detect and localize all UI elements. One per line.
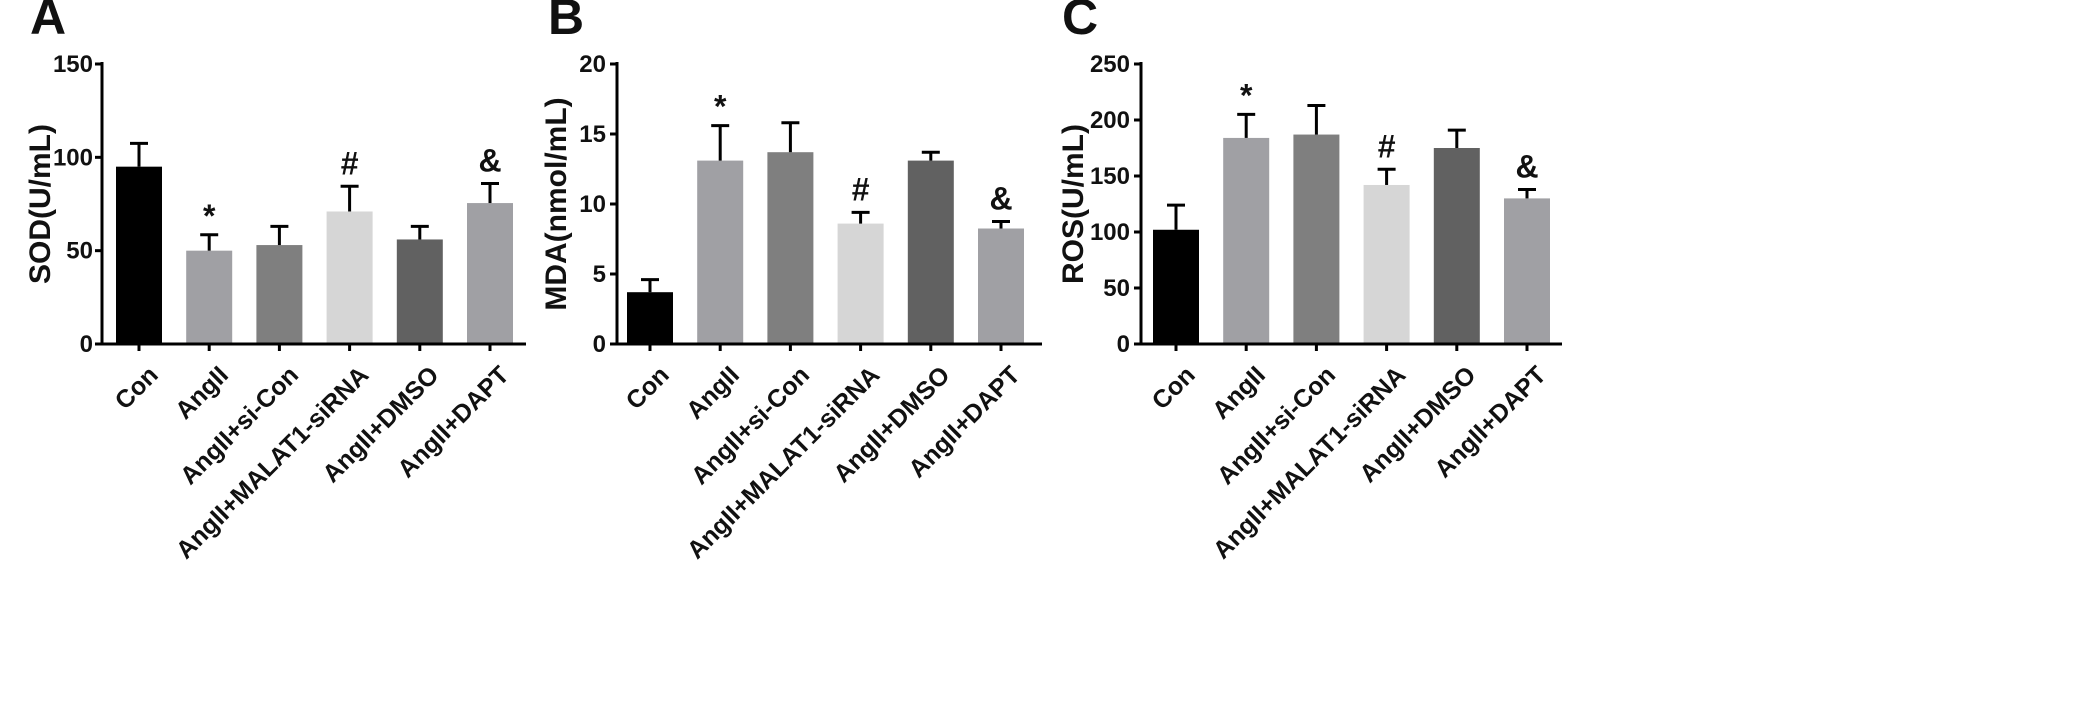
y-tick-label: 10 xyxy=(579,191,606,218)
bar-4 xyxy=(1363,184,1410,344)
chart-panel-a: ASOD(U/mL)Con*AngIIAngII+si-Con#AngII+MA… xyxy=(24,0,526,564)
bar-1 xyxy=(1153,229,1199,344)
bar-5 xyxy=(396,239,443,344)
significance-mark: * xyxy=(203,198,216,234)
x-tick-label: Con xyxy=(1147,361,1201,415)
significance-mark: # xyxy=(341,145,359,181)
panel-letter: A xyxy=(30,0,66,45)
bar-2 xyxy=(1223,137,1270,344)
x-tick-label: AngII xyxy=(681,361,745,425)
y-tick-label: 0 xyxy=(1117,331,1130,358)
x-tick-label: AngII xyxy=(1207,361,1271,425)
bar-5 xyxy=(907,160,954,344)
y-tick-label: 150 xyxy=(1090,163,1130,190)
bar-3 xyxy=(256,245,303,344)
panel-letter: B xyxy=(548,0,584,45)
bar-6 xyxy=(978,228,1024,344)
x-tick-label: Con xyxy=(110,361,164,415)
y-axis-title: ROS(U/mL) xyxy=(1057,124,1090,284)
bar-3 xyxy=(767,152,814,344)
bar-6 xyxy=(1504,198,1550,344)
bar-3 xyxy=(1293,134,1340,344)
significance-mark: * xyxy=(1240,77,1253,113)
y-tick-label: 150 xyxy=(53,51,93,78)
bar-2 xyxy=(697,160,744,344)
y-tick-label: 200 xyxy=(1090,107,1130,134)
panel-letter: C xyxy=(1062,0,1098,45)
significance-mark: * xyxy=(714,89,727,125)
bar-5 xyxy=(1433,148,1480,344)
y-tick-label: 20 xyxy=(579,51,606,78)
y-tick-label: 50 xyxy=(1103,275,1130,302)
x-tick-label: Con xyxy=(621,361,675,415)
y-tick-label: 100 xyxy=(53,144,93,171)
bar-4 xyxy=(837,223,884,344)
significance-mark: # xyxy=(852,171,870,207)
bar-2 xyxy=(186,250,233,344)
x-tick-label: AngII xyxy=(170,361,234,425)
y-tick-label: 50 xyxy=(66,238,93,265)
significance-mark: & xyxy=(1515,148,1538,184)
significance-mark: & xyxy=(989,181,1012,217)
y-tick-label: 250 xyxy=(1090,51,1130,78)
y-axis-title: MDA(nmol/mL) xyxy=(540,97,573,310)
y-tick-label: 100 xyxy=(1090,219,1130,246)
y-axis-title: SOD(U/mL) xyxy=(24,124,57,284)
significance-mark: # xyxy=(1378,128,1396,164)
y-tick-label: 0 xyxy=(80,331,93,358)
y-tick-label: 0 xyxy=(593,331,606,358)
chart-panel-c: CROS(U/mL)Con*AngIIAngII+si-Con#AngII+MA… xyxy=(1057,0,1562,564)
significance-mark: & xyxy=(478,142,501,178)
y-tick-label: 15 xyxy=(579,121,606,148)
bar-4 xyxy=(326,211,373,344)
chart-panel-b: BMDA(nmol/mL)Con*AngIIAngII+si-Con#AngII… xyxy=(540,0,1042,564)
bar-1 xyxy=(116,166,162,344)
y-tick-label: 5 xyxy=(593,261,606,288)
bar-1 xyxy=(627,292,673,344)
bar-6 xyxy=(467,203,513,344)
